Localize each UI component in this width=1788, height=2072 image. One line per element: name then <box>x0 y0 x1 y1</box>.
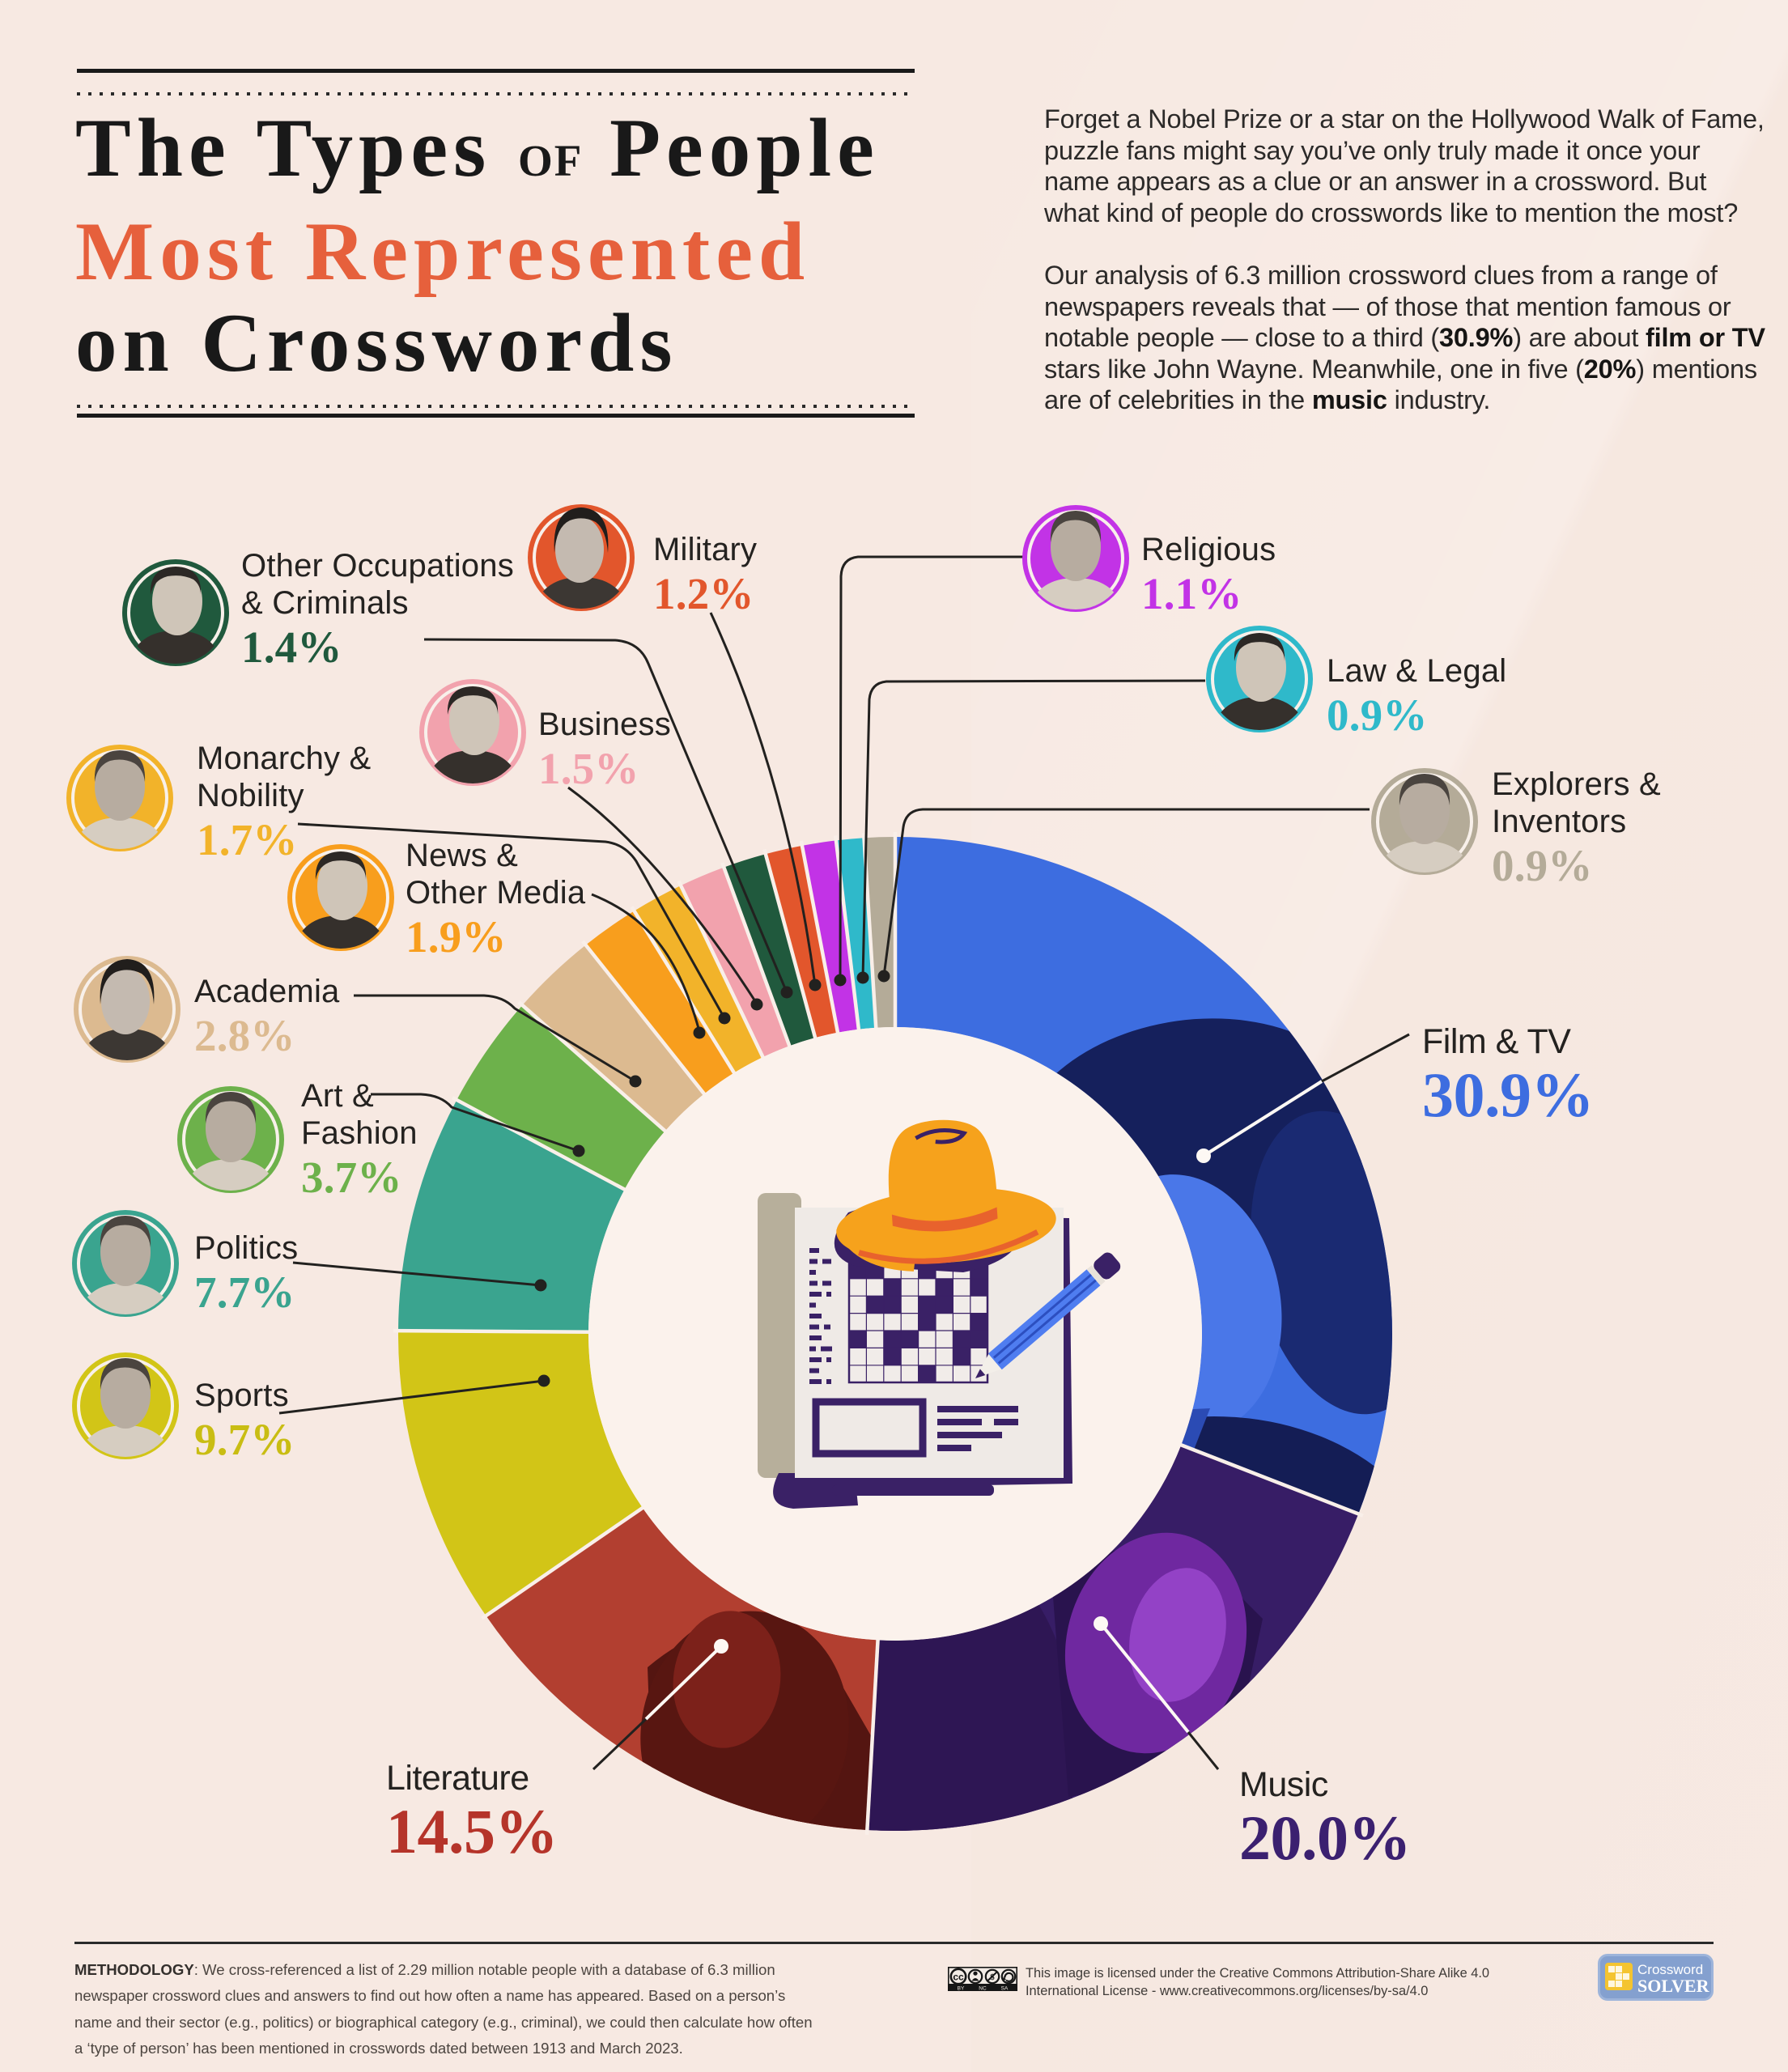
svg-text:BY: BY <box>958 1985 965 1991</box>
svg-text:cc: cc <box>953 1972 964 1983</box>
svg-text:Crossword: Crossword <box>1637 1962 1703 1977</box>
svg-text:$: $ <box>990 1972 995 1982</box>
svg-text:NC: NC <box>979 1985 987 1991</box>
svg-text:SA: SA <box>1001 1985 1009 1991</box>
svg-text:SOLVER: SOLVER <box>1637 1976 1710 1996</box>
